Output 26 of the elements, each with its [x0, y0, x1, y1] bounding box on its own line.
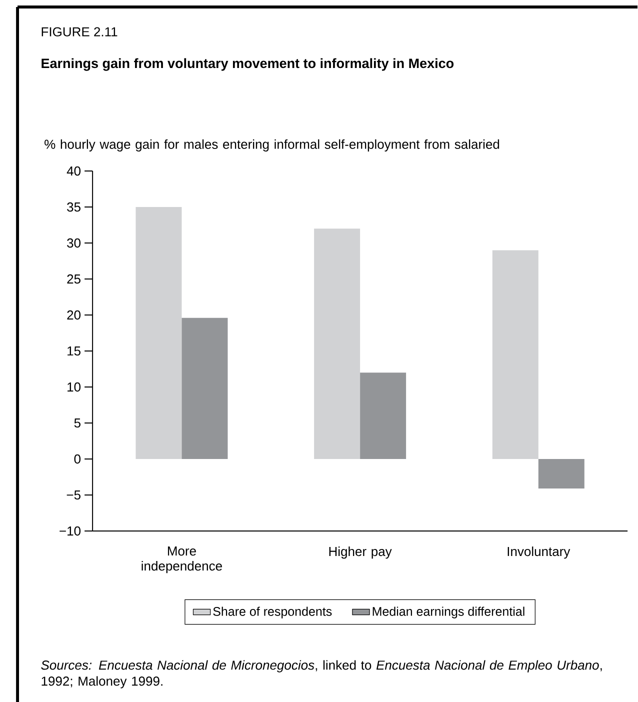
bar — [136, 207, 182, 460]
y-tick-label: 0 — [74, 454, 81, 464]
y-tick-label: 35 — [67, 202, 81, 212]
x-tick-label: Higher pay — [330, 546, 392, 559]
legend-label: Share of respondents — [213, 606, 332, 618]
bar — [314, 228, 360, 460]
y-tick-label: 15 — [68, 346, 81, 356]
x-tick-label: Involuntary — [508, 546, 570, 559]
bar — [492, 250, 539, 460]
y-tick-label: 30 — [67, 238, 81, 248]
y-tick-label: 25 — [67, 274, 81, 284]
y-axis-title: % hourly wage gain for males entering informal self-employment from salaried — [44, 139, 500, 152]
chart-title: FIGURE 2.11 — [42, 27, 118, 36]
y-tick-label: 20 — [67, 310, 81, 320]
y-tick-label: −10 — [60, 526, 81, 536]
legend-label: Median earnings differential — [373, 606, 525, 618]
bar — [360, 372, 406, 460]
x-tick-label: More independence — [142, 546, 222, 574]
bar — [538, 459, 585, 489]
y-tick-label: 5 — [74, 418, 81, 428]
y-tick-label: 10 — [68, 382, 81, 392]
bar — [182, 318, 228, 460]
chart-subtitle: Earnings gain from voluntary movement to informality in Mexico — [42, 58, 454, 71]
y-tick-label: −5 — [67, 490, 81, 500]
text: Sources: Encuesta Nacional de Micronegocios, linked to Encuesta Nacional de Empleo Urbano, 1992; Maloney 1999. — [41, 660, 602, 688]
y-tick-label: 40 — [67, 166, 81, 176]
